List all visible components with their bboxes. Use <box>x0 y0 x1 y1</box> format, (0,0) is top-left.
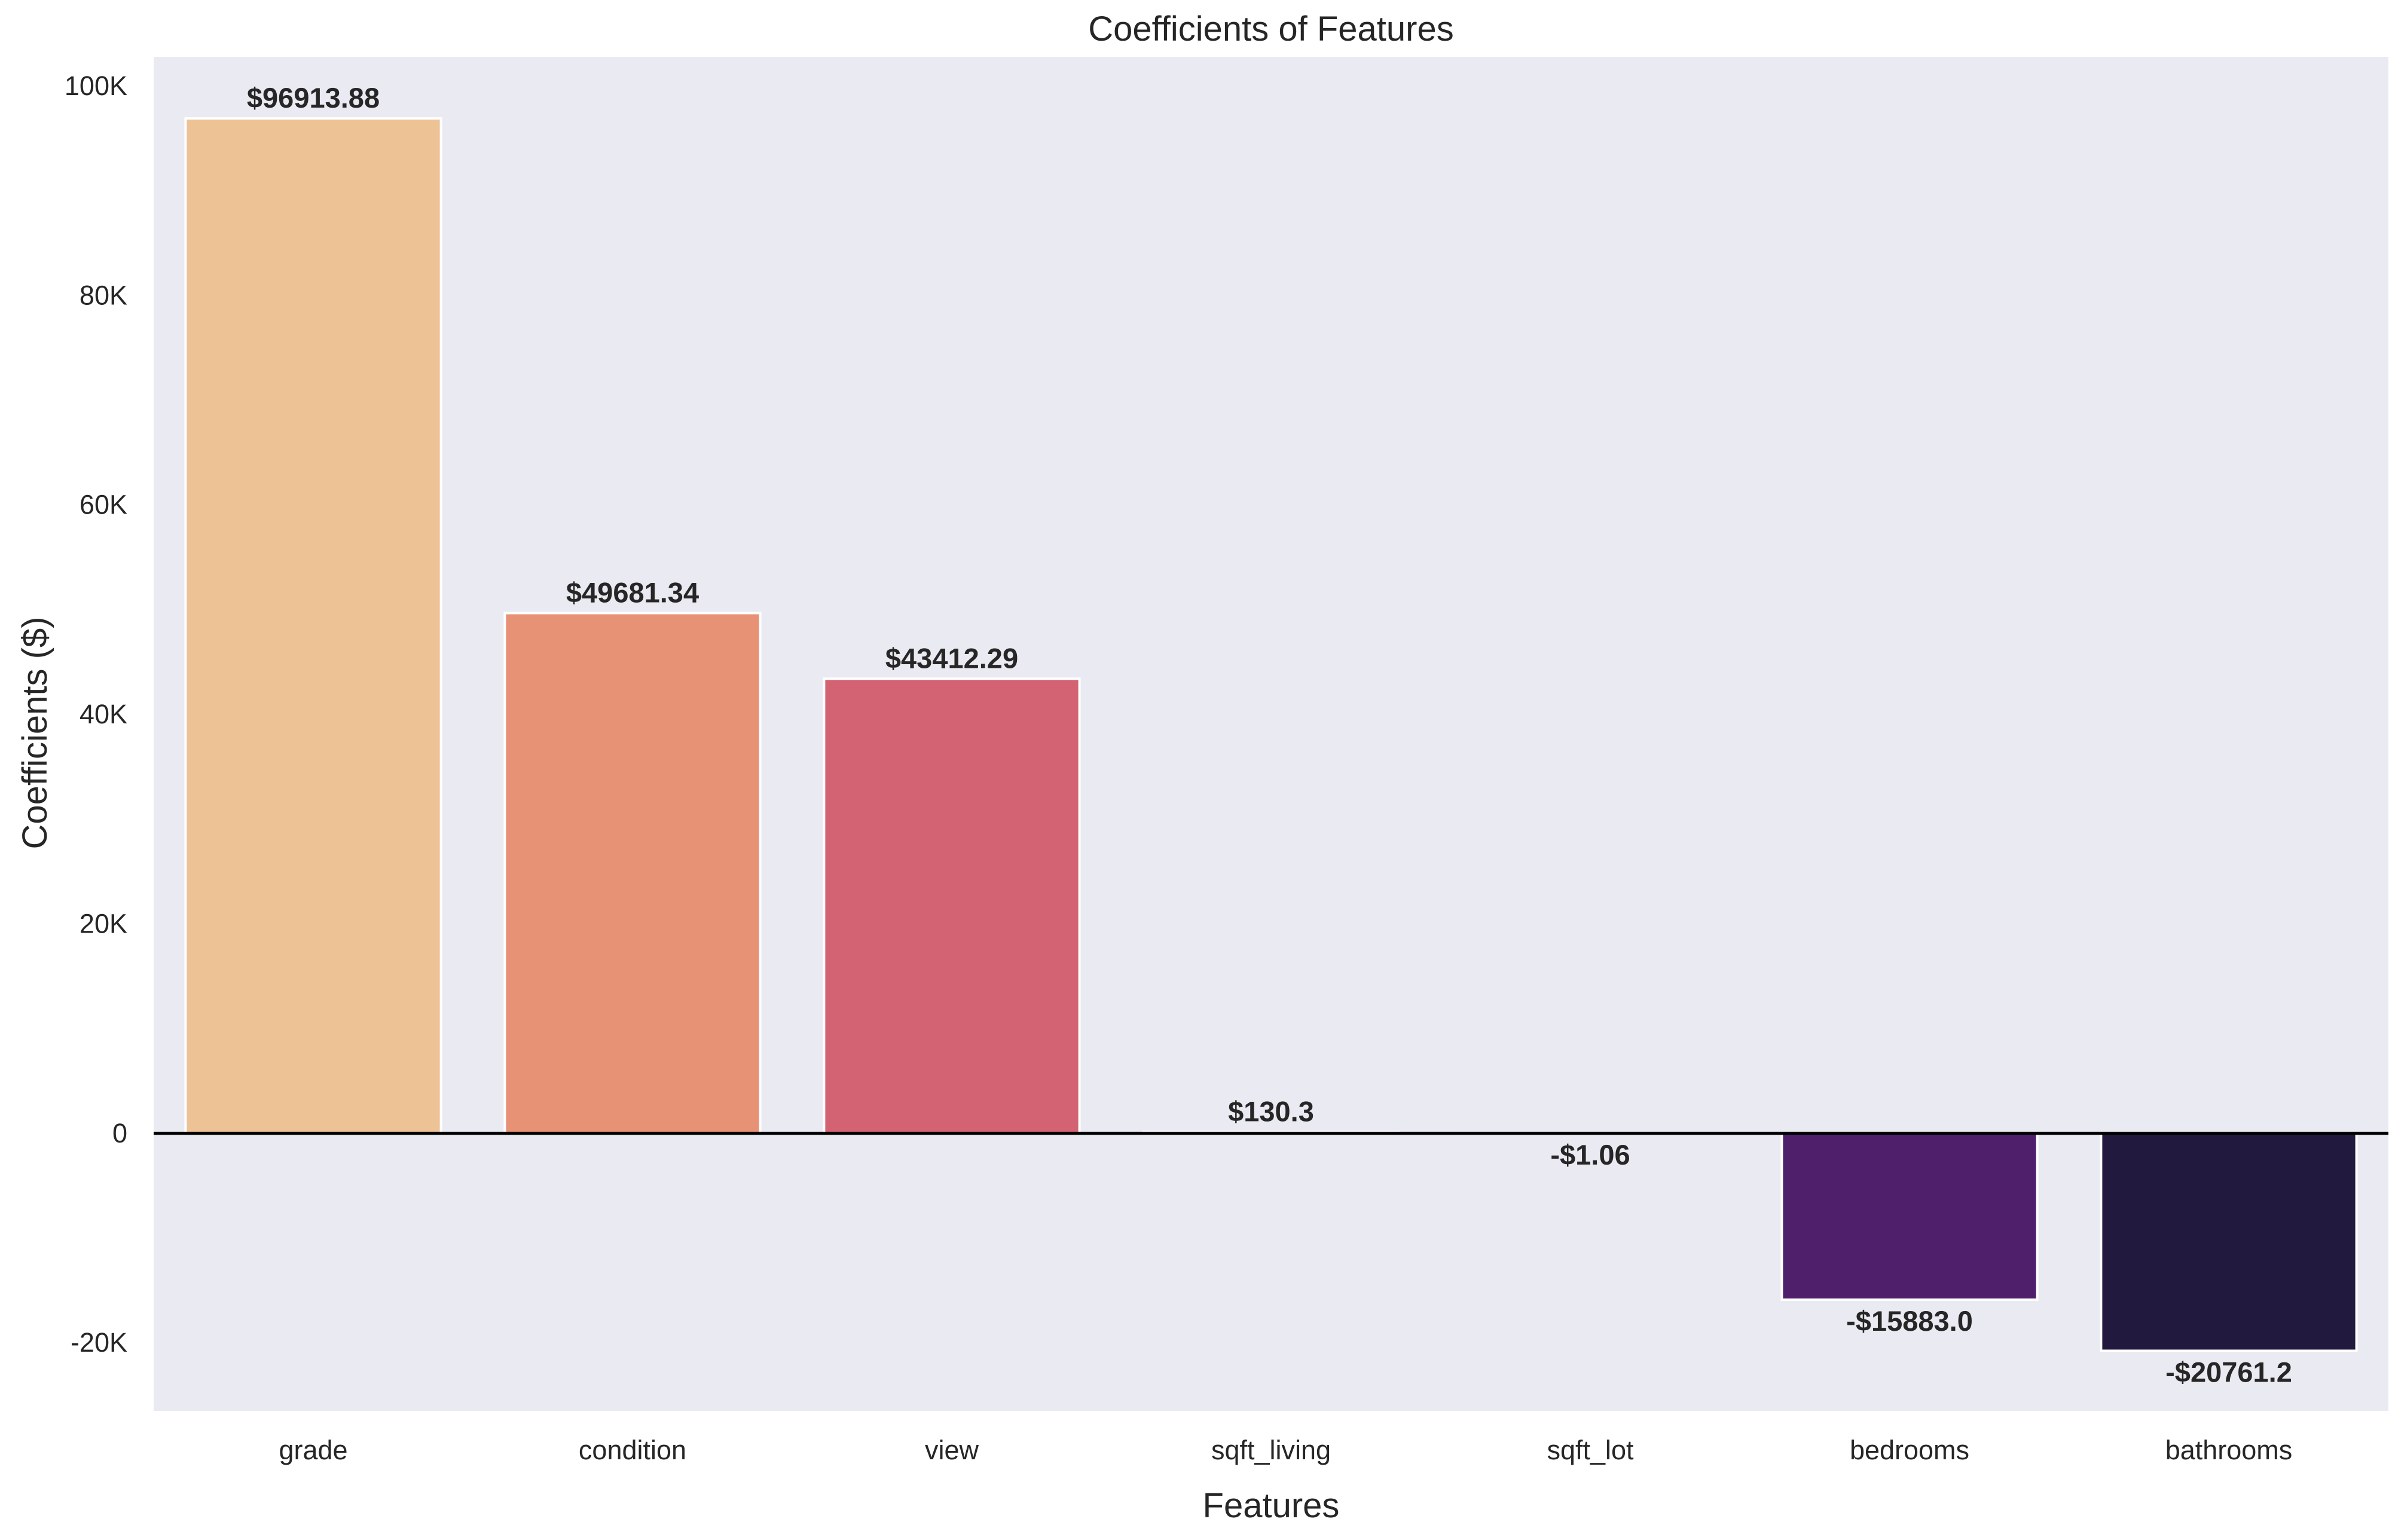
value-label-bedrooms: -$15883.0 <box>1846 1305 1973 1337</box>
bar-condition <box>503 612 762 1135</box>
bar-bedrooms <box>1780 1132 2039 1301</box>
y-tick-20k: 20K <box>80 908 127 939</box>
value-label-view: $43412.29 <box>885 642 1018 674</box>
y-tick-80k: 80K <box>80 280 127 310</box>
x-axis-ticks: grade condition view sqft_living sqft_lot bed… <box>279 1435 2292 1465</box>
x-tick-bedrooms: bedrooms <box>1850 1435 1969 1465</box>
y-axis-ticks: -20K 0 20K 40K 60K 80K 100K <box>65 71 127 1358</box>
bar-bathrooms <box>2100 1132 2358 1352</box>
y-tick-100k: 100K <box>65 71 127 101</box>
value-labels-layer: $96913.88 $49681.34 $43412.29 $130.3 -$1.06 -… <box>247 82 2292 1388</box>
value-label-sqft-living: $130.3 <box>1228 1096 1314 1128</box>
x-tick-view: view <box>925 1435 979 1465</box>
y-tick-60k: 60K <box>80 490 127 520</box>
bar-view <box>823 677 1081 1135</box>
bars-layer <box>184 117 2358 1352</box>
x-tick-grade: grade <box>279 1435 347 1465</box>
x-tick-sqft-living: sqft_living <box>1211 1435 1331 1465</box>
x-tick-sqft-lot: sqft_lot <box>1547 1435 1634 1465</box>
y-tick-20k: -20K <box>71 1327 127 1358</box>
value-label-condition: $49681.34 <box>566 577 699 609</box>
x-tick-condition: condition <box>579 1435 686 1465</box>
y-tick-40k: 40K <box>80 699 127 729</box>
value-label-sqft-lot: -$1.06 <box>1550 1139 1630 1171</box>
bar-grade <box>184 117 442 1135</box>
x-axis-label: Features <box>1203 1486 1340 1525</box>
x-tick-bathrooms: bathrooms <box>2165 1435 2293 1465</box>
y-tick-0: 0 <box>112 1118 127 1148</box>
plot-background <box>154 57 2388 1411</box>
value-label-bathrooms: -$20761.2 <box>2165 1356 2292 1388</box>
value-label-grade: $96913.88 <box>247 82 380 114</box>
chart-title: Coefficients of Features <box>1088 10 1453 48</box>
y-axis-label: Coefficients ($) <box>16 617 54 850</box>
